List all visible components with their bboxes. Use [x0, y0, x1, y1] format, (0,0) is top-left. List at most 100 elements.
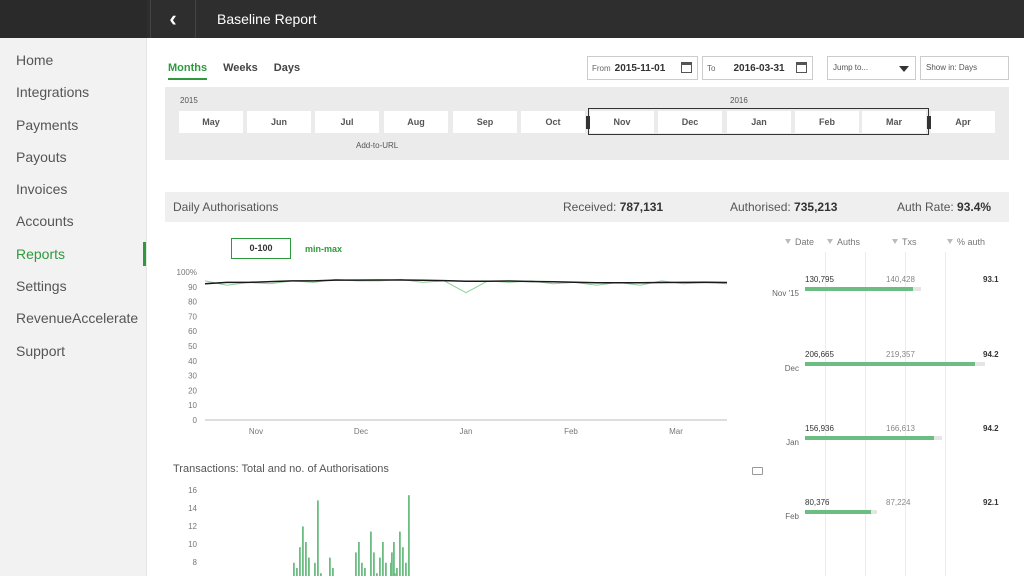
year-label-right: 2016	[730, 96, 748, 105]
received-stat: Received: 787,131	[563, 200, 663, 214]
top-bar: ‹ Baseline Report	[0, 0, 1024, 38]
date-from-field[interactable]: From 2015-11-01	[587, 56, 698, 80]
row-txs: 140,428	[886, 275, 915, 284]
row-pct: 93.1	[983, 275, 999, 284]
authorised-stat: Authorised: 735,213	[730, 200, 837, 214]
month-nov[interactable]: Nov	[590, 111, 654, 133]
y-tick-label: 14	[188, 504, 197, 513]
row-auths: 156,936	[805, 424, 834, 433]
transaction-bar	[320, 573, 322, 576]
auth-rate-stat: Auth Rate: 93.4%	[897, 200, 991, 214]
grid-line	[945, 252, 946, 576]
col-header-txs[interactable]: Txs	[892, 237, 917, 247]
y-tick-label: 70	[188, 312, 197, 321]
tab-weeks[interactable]: Weeks	[223, 62, 258, 74]
x-tick-label: Jan	[460, 427, 473, 436]
sidebar-item-home[interactable]: Home	[16, 52, 54, 68]
auth-rate-value: 93.4%	[957, 200, 992, 214]
main-content: Months Weeks Days From 2015-11-01 To 201…	[147, 38, 1024, 576]
row-auths-bar	[805, 436, 934, 440]
month-may[interactable]: May	[179, 111, 243, 133]
transaction-bar	[390, 562, 392, 576]
transaction-bar	[394, 573, 396, 576]
page-title: Baseline Report	[217, 11, 317, 27]
month-sep[interactable]: Sep	[453, 111, 517, 133]
month-jan[interactable]: Jan	[727, 111, 791, 133]
sidebar-item-invoices[interactable]: Invoices	[16, 181, 68, 198]
month-aug[interactable]: Aug	[384, 111, 448, 133]
jump-to-label: Jump to...	[833, 63, 869, 72]
sidebar-item-settings[interactable]: Settings	[16, 278, 67, 295]
camera-icon[interactable]	[752, 467, 763, 475]
tab-days[interactable]: Days	[273, 62, 301, 74]
col-header-txs-label: Txs	[902, 237, 917, 247]
sidebar-item-payments[interactable]: Payments	[16, 116, 79, 133]
top-bar-left	[0, 0, 147, 38]
y-tick-label: 80	[188, 298, 197, 307]
month-dec[interactable]: Dec	[658, 111, 722, 133]
col-header-date-label: Date	[795, 237, 815, 247]
month-apr[interactable]: Apr	[931, 111, 995, 133]
date-to-value: 2016-03-31	[733, 62, 785, 74]
y-tick-label: 10	[188, 540, 197, 549]
tab-months[interactable]: Months	[168, 62, 208, 80]
col-header-auths[interactable]: Auths	[827, 237, 860, 247]
caret-down-icon	[899, 66, 909, 72]
row-txs: 219,357	[886, 350, 915, 359]
back-button[interactable]: ‹	[150, 0, 196, 38]
month-feb[interactable]: Feb	[795, 111, 859, 133]
transaction-bar	[305, 542, 307, 576]
y-tick-label: 20	[188, 386, 197, 395]
sidebar-item-integrations[interactable]: Integrations	[16, 84, 90, 101]
date-to-label: To	[707, 63, 716, 73]
y-tick-label: 10	[188, 401, 197, 410]
row-pct: 94.2	[983, 350, 999, 359]
authorised-value: 735,213	[794, 200, 838, 214]
transaction-bar	[299, 547, 301, 576]
authorised-label: Authorised:	[730, 200, 791, 214]
transaction-bar	[402, 547, 404, 576]
calendar-icon	[681, 62, 692, 73]
jump-to-dropdown[interactable]: Jump to...	[827, 56, 916, 80]
transaction-bar	[385, 562, 387, 576]
transaction-bar	[376, 573, 378, 576]
period-tabs: Months Weeks Days	[168, 62, 316, 80]
date-to-field[interactable]: To 2016-03-31	[702, 56, 813, 80]
transaction-bar	[361, 562, 363, 576]
selected-range[interactable]	[586, 108, 931, 135]
transaction-bar	[332, 568, 334, 576]
sidebar-item-support[interactable]: Support	[16, 342, 66, 359]
range-minmax-button[interactable]: min-max	[305, 244, 343, 254]
x-tick-label: Feb	[564, 427, 578, 436]
y-tick-label: 90	[188, 283, 197, 292]
calendar-icon	[796, 62, 807, 73]
range-zoom-button[interactable]: 0-100	[231, 238, 291, 259]
row-txs: 166,613	[886, 424, 915, 433]
transaction-bar	[408, 495, 410, 576]
month-mar[interactable]: Mar	[862, 111, 926, 133]
sidebar-item-revenueaccelerate[interactable]: RevenueAccelerate	[16, 310, 139, 327]
row-pct: 92.1	[983, 498, 999, 507]
show-in-dropdown[interactable]: Show in: Days	[920, 56, 1009, 80]
transaction-bar	[317, 500, 319, 576]
row-txs: 87,224	[886, 498, 911, 507]
transaction-bar	[396, 568, 398, 576]
month-jun[interactable]: Jun	[247, 111, 311, 133]
transaction-bar	[296, 568, 298, 576]
sidebar: Home Integrations Payments Payouts Invoi…	[0, 38, 147, 576]
chevron-left-icon: ‹	[169, 6, 177, 31]
sidebar-item-accounts[interactable]: Accounts	[16, 213, 74, 230]
col-header-date[interactable]: Date	[785, 237, 814, 247]
transaction-bar	[302, 526, 304, 576]
transaction-bar	[382, 542, 384, 576]
col-header-pct[interactable]: % auth	[947, 237, 985, 247]
date-from-label: From	[592, 63, 611, 73]
sidebar-item-reports[interactable]: Reports	[0, 238, 146, 270]
y-tick-label: 60	[188, 327, 197, 336]
sidebar-item-payouts[interactable]: Payouts	[16, 148, 67, 165]
year-label-left: 2015	[180, 96, 198, 105]
month-jul[interactable]: Jul	[315, 111, 379, 133]
transaction-bar	[293, 562, 295, 576]
month-oct[interactable]: Oct	[521, 111, 585, 133]
add-to-url-link[interactable]: Add-to-URL	[356, 141, 399, 150]
